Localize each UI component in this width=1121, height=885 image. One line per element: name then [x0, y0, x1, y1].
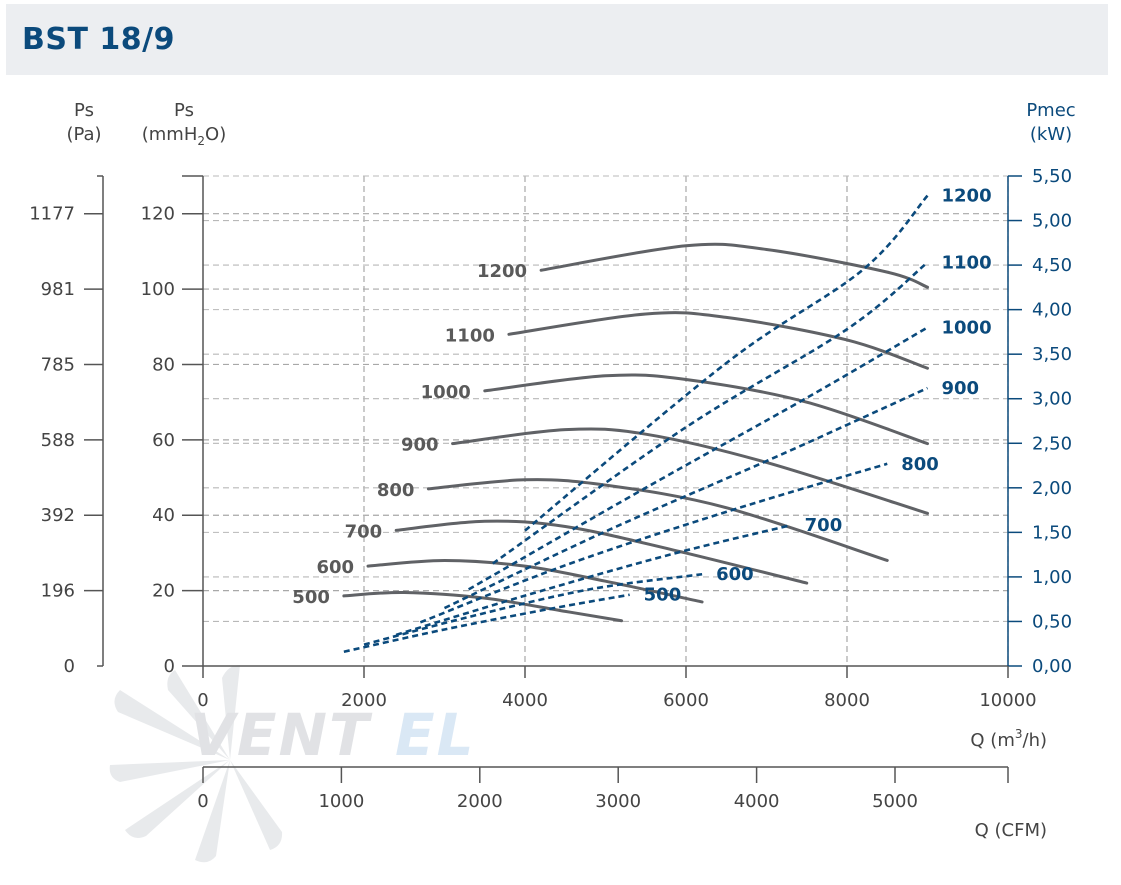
- q-m3h-tick-label: 2000: [341, 690, 387, 711]
- q-cfm-tick-label: 4000: [734, 791, 780, 812]
- pmec-tick-label: 2,50: [1032, 433, 1072, 454]
- pressure-curve-1000: [483, 373, 929, 446]
- pressure-curve-label-900: 900: [401, 435, 439, 456]
- pmec-axis-label: Pmec: [1026, 100, 1075, 121]
- mmh2o-tick-label: 60: [152, 430, 175, 451]
- pa-tick-label: 0: [64, 656, 75, 677]
- pressure-curves: 500 600 700 800 900 1000 1100 1200: [292, 242, 929, 623]
- power-curve-label-1200: 1200: [942, 186, 992, 207]
- q-cfm-tick-label: 2000: [457, 791, 503, 812]
- power-curves: 500 600 700 800 900 1000 1100 1200: [343, 186, 992, 654]
- mmh2o-tick-label: 40: [152, 505, 175, 526]
- ventel-wordmark: VENT EL: [190, 701, 476, 769]
- power-curve-label-1100: 1100: [942, 252, 992, 273]
- pa-axis-unit: (Pa): [66, 124, 101, 145]
- mmh2o-tick-label: 20: [152, 581, 175, 602]
- pmec-axis-unit: (kW): [1030, 124, 1072, 145]
- pmec-tick-label: 5,50: [1032, 166, 1072, 187]
- svg-text:VENT: VENT: [190, 701, 373, 769]
- power-curve-label-600: 600: [716, 564, 754, 585]
- power-curve-1100: [492, 261, 929, 565]
- q-cfm-tick-label: 0: [197, 791, 208, 812]
- power-curve-label-1000: 1000: [942, 317, 992, 338]
- q-m3h-tick-label: 10000: [979, 690, 1036, 711]
- axes: 0 196 392 588 785 981 1177 0 20 40 60 80 100 120 0,00 0…: [29, 166, 1072, 812]
- q-m3h-tick-label: 6000: [663, 690, 709, 711]
- pressure-curve-1200: [539, 242, 929, 289]
- pmec-tick-label: 1,00: [1032, 567, 1072, 588]
- mmh2o-axis-label: Ps: [174, 100, 194, 121]
- power-curve-label-700: 700: [805, 515, 843, 536]
- q-m3h-tick-label: 4000: [502, 690, 548, 711]
- axis-labels: Ps (Pa) Ps (mmH2O) Pmec (kW) Q (m3/h) Q (CFM): [66, 100, 1075, 841]
- pressure-curve-label-1200: 1200: [477, 261, 527, 282]
- pressure-curve-label-700: 700: [345, 521, 383, 542]
- pmec-tick-label: 0,50: [1032, 611, 1072, 632]
- chart-title: BST 18/9: [22, 22, 175, 57]
- pa-axis-label: Ps: [74, 100, 94, 121]
- pmec-tick-label: 3,50: [1032, 344, 1072, 365]
- power-curve-label-900: 900: [942, 378, 980, 399]
- grid: [203, 175, 1009, 666]
- mmh2o-tick-label: 100: [141, 279, 175, 300]
- pmec-tick-label: 3,00: [1032, 389, 1072, 410]
- pressure-curve-label-800: 800: [377, 480, 415, 501]
- power-curve-500: [343, 593, 630, 654]
- pmec-tick-label: 5,00: [1032, 211, 1072, 232]
- power-curve-900: [443, 386, 929, 610]
- q-cfm-tick-label: 5000: [872, 791, 918, 812]
- mmh2o-axis-unit: (mmH2O): [142, 124, 226, 148]
- q-cfm-tick-label: 3000: [595, 791, 641, 812]
- pa-tick-label: 588: [41, 430, 75, 451]
- pmec-tick-label: 2,00: [1032, 478, 1072, 499]
- pressure-curve-label-1000: 1000: [421, 382, 471, 403]
- pressure-curve-label-1100: 1100: [445, 325, 495, 346]
- pressure-curve-500: [342, 590, 624, 623]
- pa-tick-label: 1177: [29, 204, 75, 225]
- ventel-logo-watermark: VENT EL: [109, 665, 476, 863]
- pmec-tick-label: 1,50: [1032, 522, 1072, 543]
- pmec-tick-label: 0,00: [1032, 656, 1072, 677]
- power-curve-label-800: 800: [901, 454, 939, 475]
- pa-tick-label: 196: [41, 581, 75, 602]
- mmh2o-tick-label: 120: [141, 204, 175, 225]
- mmh2o-tick-label: 80: [152, 354, 175, 375]
- q-cfm-tick-label: 1000: [318, 791, 364, 812]
- pressure-curve-600: [366, 558, 704, 604]
- power-curve-600: [363, 572, 703, 646]
- pressure-curve-800: [426, 478, 889, 562]
- pressure-curve-label-500: 500: [292, 587, 330, 608]
- pressure-curve-1100: [507, 311, 929, 370]
- pressure-curve-900: [451, 427, 929, 515]
- q-m3h-tick-label: 8000: [824, 690, 870, 711]
- pa-tick-label: 981: [41, 279, 75, 300]
- pressure-curve-label-600: 600: [316, 557, 354, 578]
- q-m3h-tick-label: 0: [197, 690, 208, 711]
- power-curve-label-500: 500: [644, 585, 682, 606]
- svg-text:EL: EL: [395, 701, 476, 769]
- pmec-tick-label: 4,50: [1032, 255, 1072, 276]
- power-curve-1000: [468, 326, 929, 591]
- pmec-tick-label: 4,00: [1032, 300, 1072, 321]
- q-cfm-axis-label: Q (CFM): [975, 820, 1047, 841]
- pa-tick-label: 785: [41, 354, 75, 375]
- q-m3h-axis-label: Q (m3/h): [970, 727, 1047, 751]
- pa-tick-label: 392: [41, 505, 75, 526]
- mmh2o-tick-label: 0: [164, 656, 175, 677]
- title-bar: BST 18/9: [6, 4, 1108, 75]
- power-curve-700: [395, 523, 791, 637]
